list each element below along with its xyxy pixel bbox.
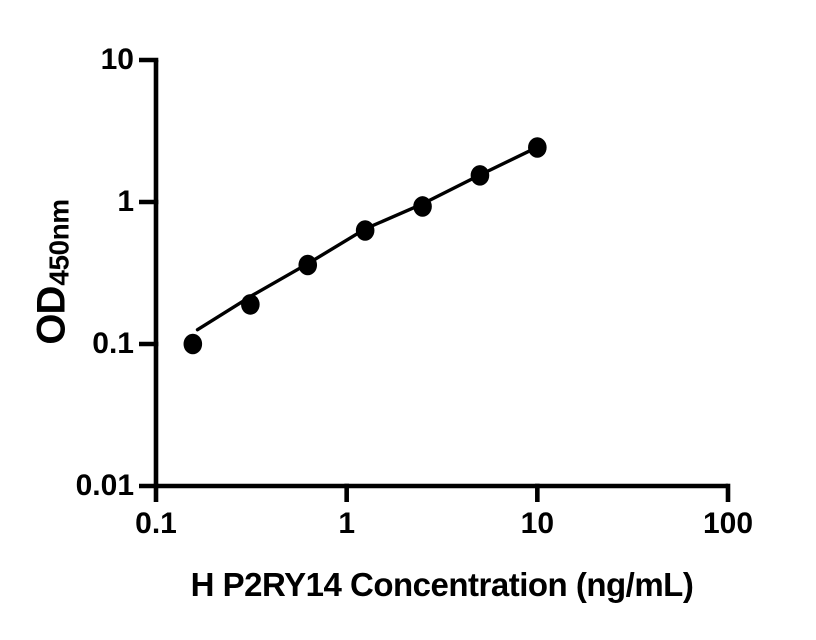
y-tick-label: 0.01 (75, 469, 134, 502)
data-point-marker (470, 165, 490, 186)
data-point-marker (298, 254, 318, 276)
data-point-marker (183, 333, 203, 355)
data-point-marker (355, 220, 375, 241)
y-axis-title-main: OD (29, 286, 74, 345)
x-tick-label: 10 (520, 507, 555, 540)
data-point-marker (241, 294, 260, 315)
y-tick-label: 10 (100, 43, 134, 76)
x-axis-title: H P2RY14 Concentration (ng/mL) (190, 566, 694, 603)
y-axis-title: OD 450nm (30, 199, 75, 344)
x-tick-label: 0.1 (135, 507, 177, 540)
data-point-marker (528, 137, 547, 158)
y-tick-label: 1 (117, 185, 134, 218)
x-tick-label: 1 (338, 507, 355, 540)
y-axis-title-subscript: 450nm (43, 199, 75, 286)
x-tick-label: 100 (702, 507, 754, 540)
y-tick-label: 0.1 (92, 327, 134, 360)
data-point-marker (413, 196, 432, 217)
